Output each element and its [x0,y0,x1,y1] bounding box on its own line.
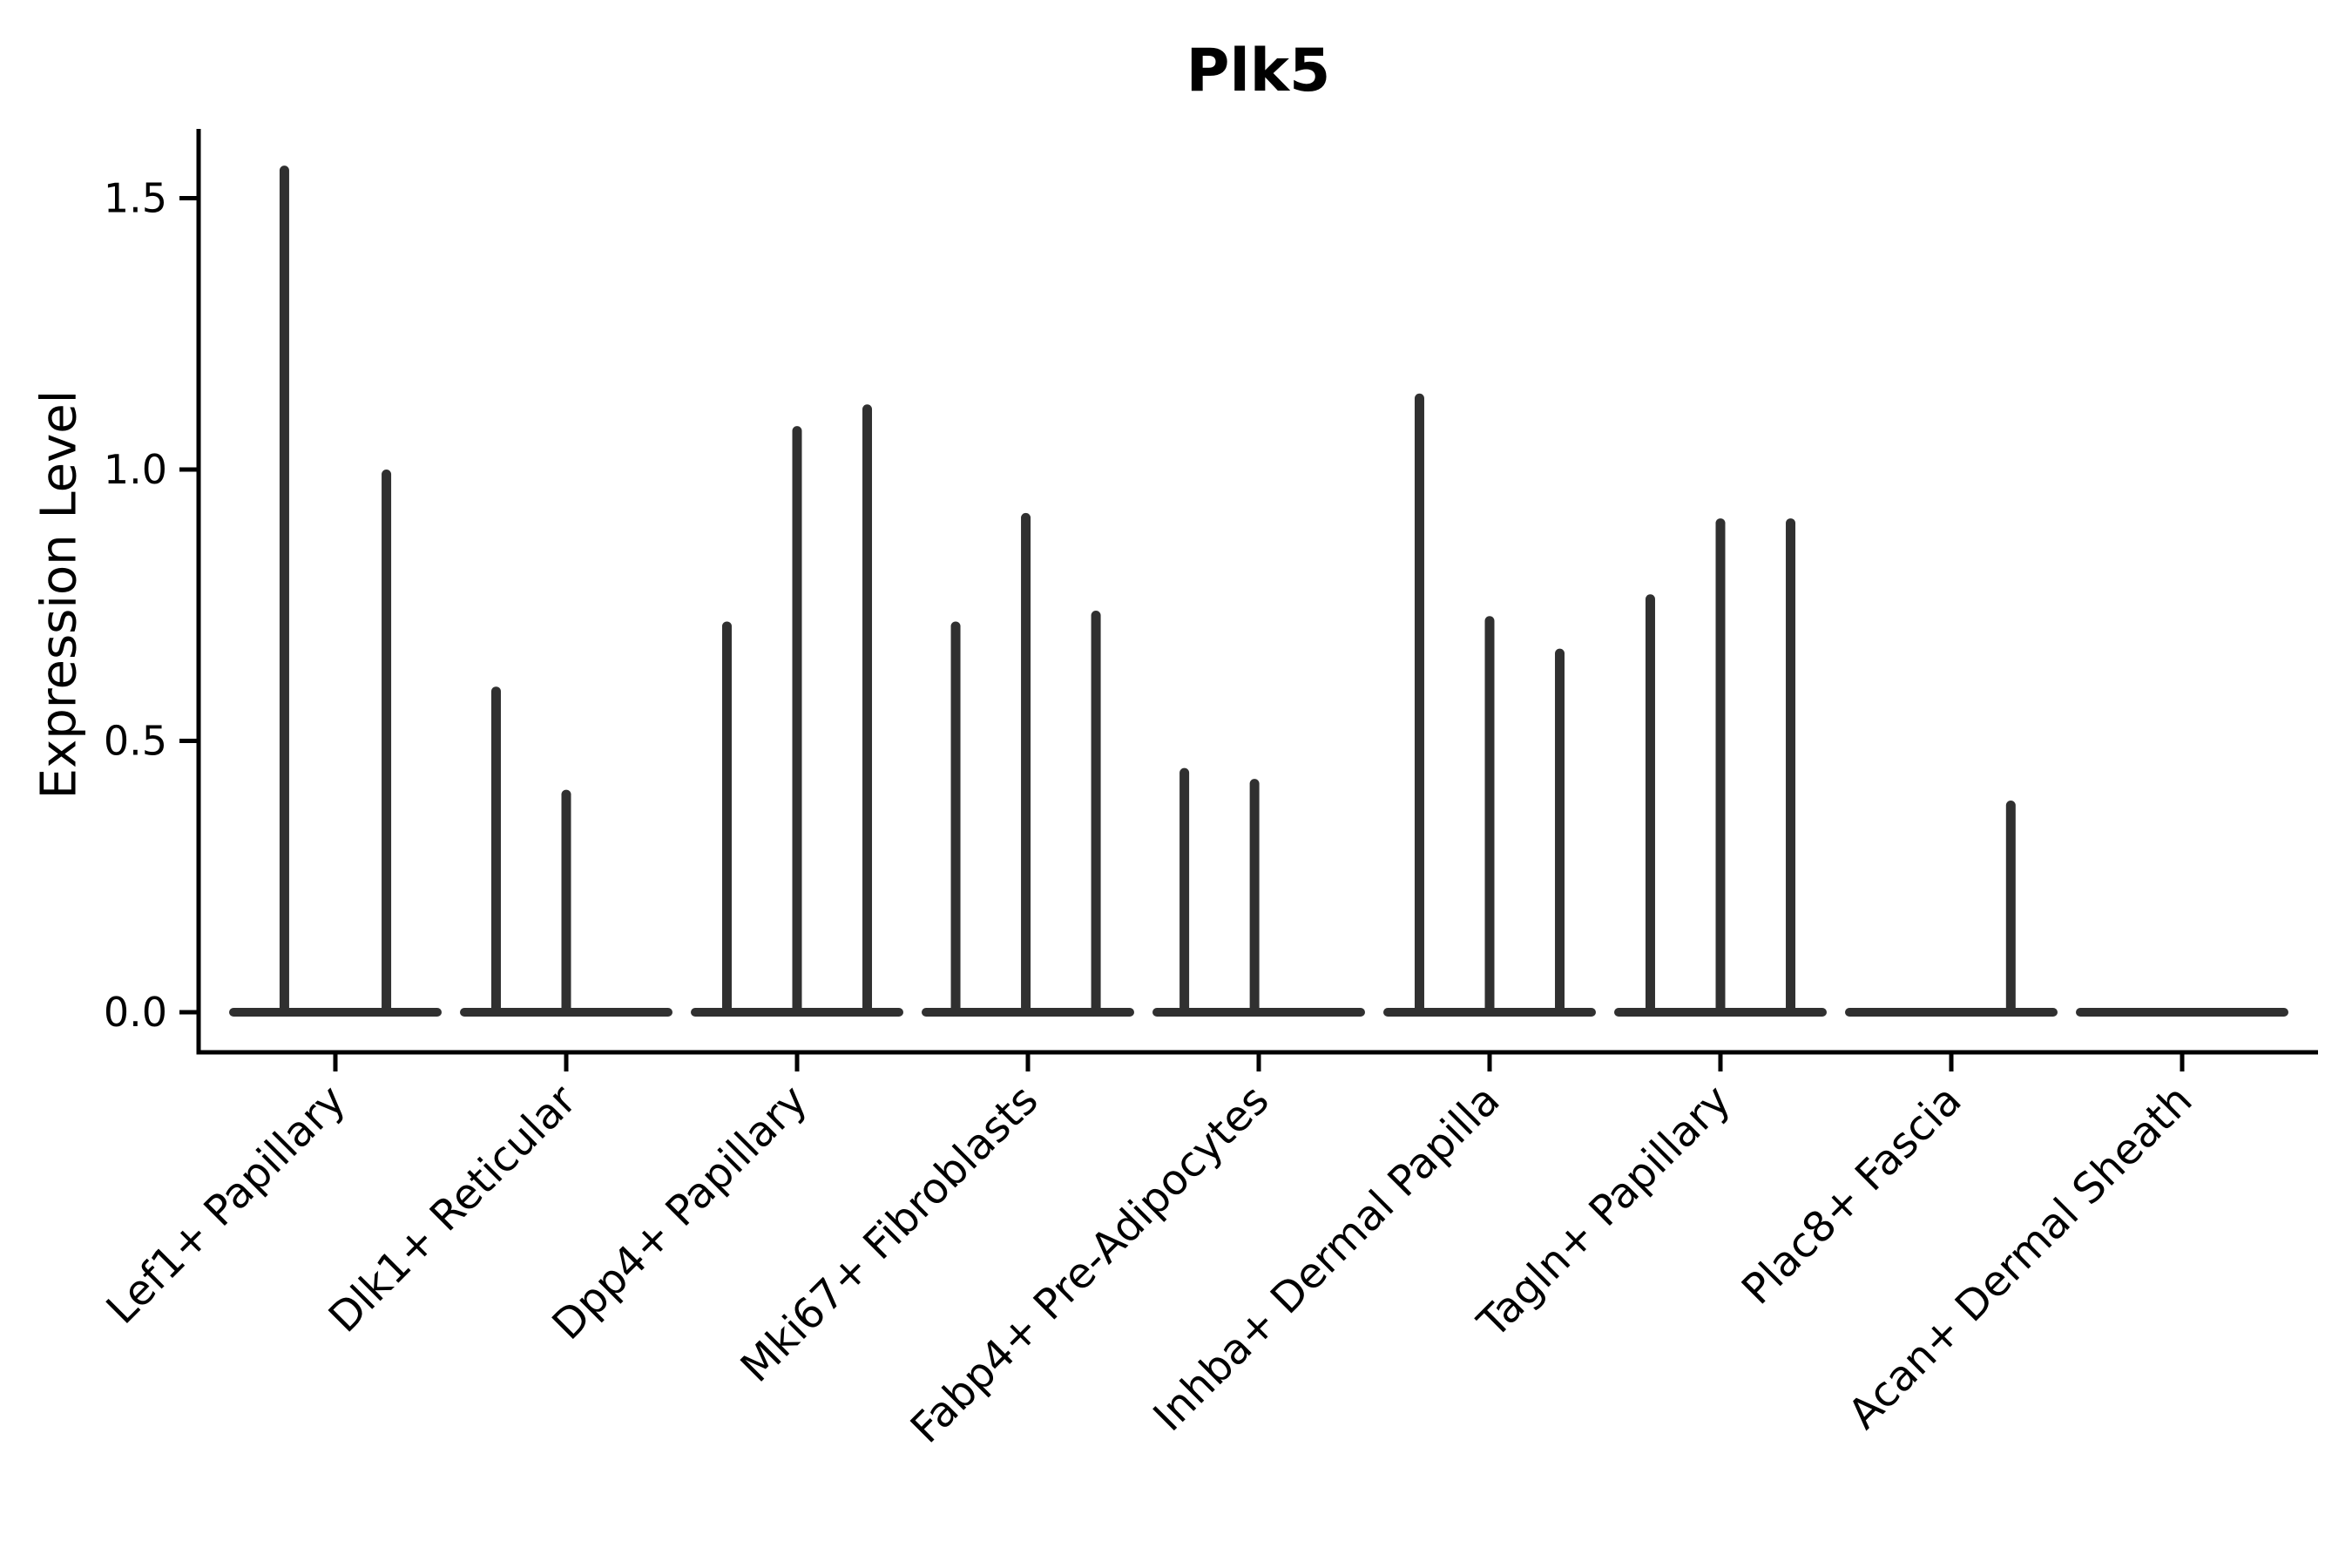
violin-spike [1645,594,1655,1017]
violin-spike [1786,518,1796,1017]
violin-spike [950,621,961,1017]
violin-spike [1555,648,1565,1017]
violin-spike [1715,518,1726,1017]
violin-spike [721,621,732,1017]
x-tick-label: Lef1+ Papillary [98,1076,355,1334]
violin-spike [561,789,571,1017]
x-tick-label: Dlk1+ Reticular [320,1076,586,1342]
violin-spike [2005,801,2016,1017]
y-tick-label: 0.0 [104,989,167,1036]
violin-spike [792,426,802,1017]
violin-baseline [229,1008,442,1017]
violin-spike [1414,393,1424,1017]
violin-spike [1484,616,1495,1017]
x-tick-label: Dpp4+ Papillary [543,1076,816,1349]
y-tick-label: 0.5 [104,718,167,765]
violin-spike [382,470,392,1017]
y-tick-label: 1.5 [104,175,167,222]
violin-spike [1021,512,1031,1017]
violin-baseline [1845,1008,2058,1017]
x-tick-label: Tagln+ Papillary [1468,1076,1740,1348]
violin-spike [862,404,873,1017]
violin-spike [490,686,501,1017]
y-tick-label: 1.0 [104,446,167,493]
violin-spike [1091,610,1101,1017]
violin-baseline [2076,1008,2288,1017]
violin-spike [1249,779,1260,1017]
violin-spike [1179,767,1190,1017]
violin-spike [279,166,289,1017]
plot-title: Plk5 [1186,37,1331,105]
x-tick-label: Plac8+ Fascia [1733,1076,1971,1315]
